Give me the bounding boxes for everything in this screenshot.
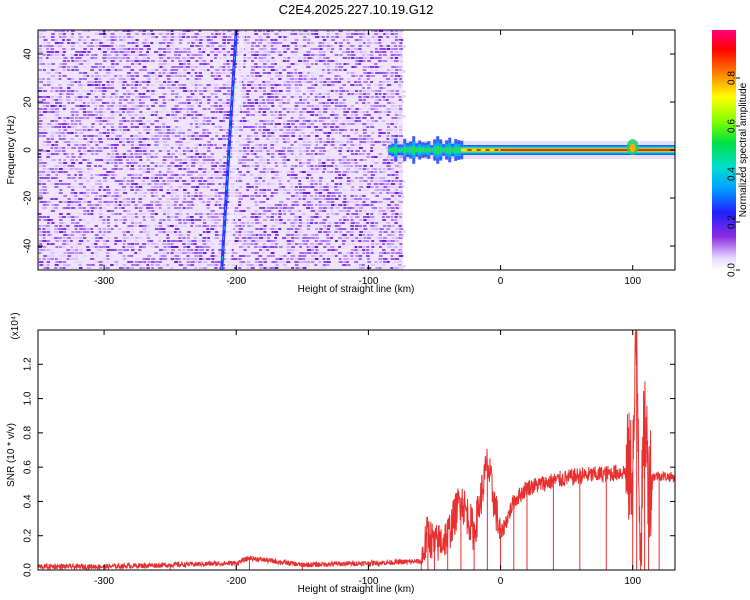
spectrogram-x-tick-label: 100 [624, 276, 641, 287]
spectrogram-y-tick-label: 20 [23, 96, 34, 108]
colorbar-tick-label: 0.8 [727, 71, 738, 85]
spectrogram-x-tick-label: -100 [358, 276, 378, 287]
snr-panel: -300 -200 -100 0 100 0.0 0.2 0.4 0.6 0.8 1.0 1.2 (… [6, 312, 676, 595]
snr-y-tick-label: 1.2 [23, 357, 34, 371]
colorbar-tick-label: 0.6 [727, 119, 738, 133]
spectrogram-x-tick-label: -200 [226, 276, 246, 287]
spectrogram-x-label: Height of straight line (km) [298, 284, 415, 295]
spectrogram-x-tick-label: -300 [94, 276, 114, 287]
snr-x-tick-label: 0 [498, 576, 504, 587]
noise-speckle [38, 30, 406, 269]
spectrogram-x-axis: -300 -200 -100 0 100 [94, 30, 641, 287]
snr-x-tick-label: -200 [226, 576, 246, 587]
snr-x-axis: -300 -200 -100 0 100 [94, 330, 641, 587]
snr-x-label: Height of straight line (km) [298, 584, 415, 595]
snr-y-tick-label: 0.2 [23, 528, 34, 542]
colorbar-ticks: 0.0 0.2 0.4 0.6 0.8 [727, 71, 740, 277]
snr-y-label: SNR (10 * v/v) [6, 423, 17, 487]
snr-x-tick-label: -100 [358, 576, 378, 587]
spectrogram-y-tick-label: 40 [23, 48, 34, 60]
snr-y-tick-label: 0.0 [23, 563, 34, 577]
colorbar-tick-label: 0.4 [727, 167, 738, 181]
spectrogram-image [38, 30, 675, 270]
spectrogram-y-axis: -40 -20 0 20 40 [23, 48, 675, 253]
snr-scale-label: (x10⁴) [10, 312, 21, 339]
snr-x-tick-label: -300 [94, 576, 114, 587]
snr-x-tick-label: 100 [624, 576, 641, 587]
spectrogram-x-tick-label: 0 [498, 276, 504, 287]
figure-title: C2E4.2025.227.10.19.G12 [279, 2, 434, 17]
snr-y-tick-label: 0.6 [23, 460, 34, 474]
colorbar-label: Normalized spectral amplitude [738, 82, 749, 217]
snr-y-tick-label: 1.0 [23, 391, 34, 405]
colorbar-tick-label: 0.0 [727, 263, 738, 277]
spectrogram-y-tick-label: -40 [23, 238, 34, 253]
spectrogram-y-tick-label: -20 [23, 190, 34, 205]
snr-series-line [38, 330, 675, 570]
snr-frame [37, 329, 676, 571]
snr-y-tick-label: 0.8 [23, 425, 34, 439]
signal-band [388, 136, 675, 164]
snr-y-tick-label: 0.4 [23, 494, 34, 508]
spectrogram-y-tick-label: 0 [23, 147, 34, 153]
colorbar-tick-label: 0.2 [727, 215, 738, 229]
colorbar: 0.0 0.2 0.4 0.6 0.8 Normalized spectral ampl… [712, 30, 749, 277]
snr-y-axis: 0.0 0.2 0.4 0.6 0.8 1.0 1.2 [23, 357, 675, 577]
spectrogram-y-label: Frequency (Hz) [6, 116, 17, 185]
colorbar-gradient [712, 30, 736, 270]
